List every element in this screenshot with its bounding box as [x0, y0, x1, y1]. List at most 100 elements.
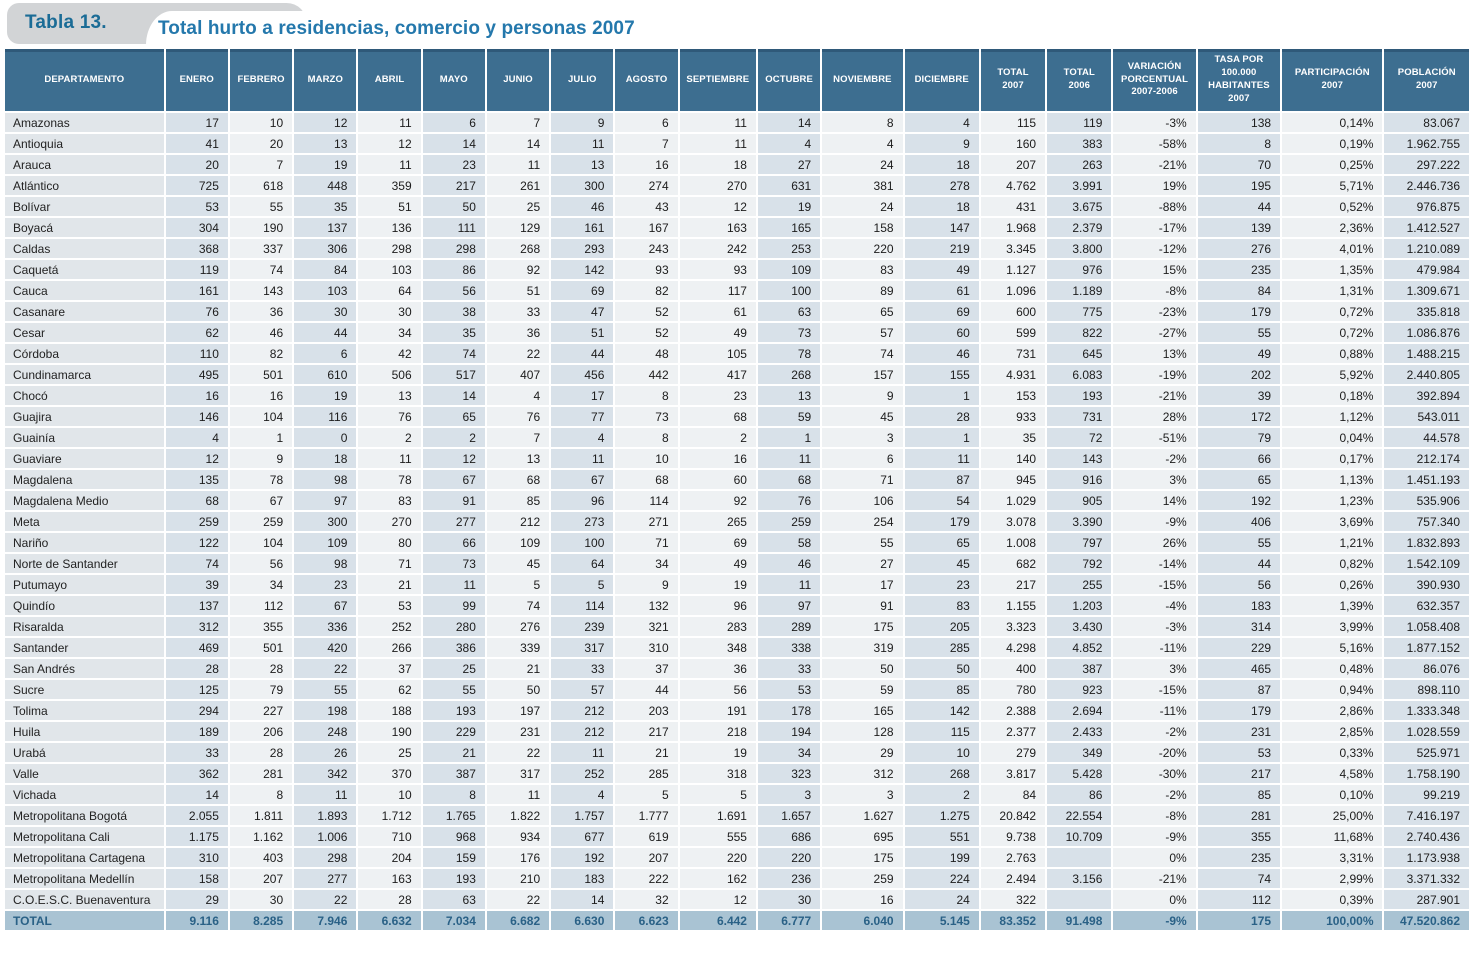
cell: 38	[422, 302, 485, 321]
cell: 265	[679, 512, 756, 531]
cell: 22	[294, 890, 357, 909]
cell: 176	[486, 848, 550, 867]
cell: 78	[229, 470, 293, 489]
cell: 53	[165, 197, 228, 216]
cell: 26	[294, 743, 357, 762]
cell: 259	[165, 512, 228, 531]
cell: 165	[757, 218, 821, 237]
cell: 74	[422, 344, 485, 363]
cell: 163	[358, 869, 421, 888]
cell: 9.738	[980, 827, 1046, 846]
cell: 97	[294, 491, 357, 510]
cell: 46	[757, 554, 821, 573]
cell: 2,99%	[1282, 869, 1383, 888]
cell: 775	[1047, 302, 1112, 321]
cell: 207	[980, 155, 1046, 174]
cell: 28%	[1113, 407, 1196, 426]
cell: 231	[486, 722, 550, 741]
table-row: Norte de Santander 74 56 98 71 73 45 64 34 49 46 27…	[5, 554, 1469, 573]
cell: 43	[615, 197, 678, 216]
cell: 175	[1197, 911, 1281, 930]
table-row: Córdoba 110 82 6 42 74 22 44 48 105 78 74 46 731 645 13…	[5, 344, 1469, 363]
cell: 407	[486, 365, 550, 384]
cell: -15%	[1113, 575, 1196, 594]
cell: 277	[294, 869, 357, 888]
data-table: DEPARTAMENTO ENERO FEBRERO MARZO ABRIL MAYO JU…	[3, 47, 1471, 932]
cell: 300	[294, 512, 357, 531]
table-row: Amazonas 17 10 12 11 6 7 9 6 11 14 8 4 115 119 -3% 138 0,…	[5, 113, 1469, 132]
cell: 1.811	[229, 806, 293, 825]
cell: 68	[486, 470, 550, 489]
cell: 276	[1197, 239, 1281, 258]
cell: 266	[358, 638, 421, 657]
cell: 239	[551, 617, 614, 636]
cell: 110	[165, 344, 228, 363]
cell: 217	[980, 575, 1046, 594]
department-name: Huila	[5, 722, 164, 741]
table-row: Cauca 161 143 103 64 56 51 69 82 117 100 89 61 1.096 1…	[5, 281, 1469, 300]
cell: 342	[294, 764, 357, 783]
cell: 41	[165, 134, 228, 153]
cell: 143	[229, 281, 293, 300]
cell: 167	[615, 218, 678, 237]
table-row: San Andrés 28 28 22 37 25 21 33 37 36 33 50 50 400 387…	[5, 659, 1469, 678]
cell: 137	[165, 596, 228, 615]
cell: 22	[486, 890, 550, 909]
cell: 1	[904, 386, 979, 405]
cell: 600	[980, 302, 1046, 321]
cell: 11	[294, 785, 357, 804]
cell: 231	[1197, 722, 1281, 741]
department-name: Metropolitana Cali	[5, 827, 164, 846]
cell: 7	[486, 113, 550, 132]
cell: 1,39%	[1282, 596, 1383, 615]
cell: 37	[615, 659, 678, 678]
cell: 0%	[1113, 848, 1196, 867]
cell: 3.991	[1047, 176, 1112, 195]
cell: 18	[294, 449, 357, 468]
cell: -2%	[1113, 722, 1196, 741]
cell: 212	[551, 701, 614, 720]
department-name: Córdoba	[5, 344, 164, 363]
column-header: AGOSTO	[615, 49, 678, 111]
cell: -2%	[1113, 785, 1196, 804]
cell: 132	[615, 596, 678, 615]
cell: 757.340	[1384, 512, 1469, 531]
cell: 29	[822, 743, 903, 762]
cell: 1.275	[904, 806, 979, 825]
cell: 4.852	[1047, 638, 1112, 657]
cell: 3,69%	[1282, 512, 1383, 531]
cell: 97	[757, 596, 821, 615]
cell: 5	[486, 575, 550, 594]
cell: 387	[422, 764, 485, 783]
cell: 56	[679, 680, 756, 699]
cell: 33	[757, 659, 821, 678]
cell: 162	[679, 869, 756, 888]
cell: 2.055	[165, 806, 228, 825]
cell: 194	[757, 722, 821, 741]
cell: 3.323	[980, 617, 1046, 636]
cell: 259	[229, 512, 293, 531]
cell: 306	[294, 239, 357, 258]
cell: 190	[229, 218, 293, 237]
cell: 9	[615, 575, 678, 594]
cell: 51	[486, 281, 550, 300]
cell: 11	[679, 134, 756, 153]
cell: 219	[904, 239, 979, 258]
cell: 27	[757, 155, 821, 174]
cell: 283	[679, 617, 756, 636]
cell: 93	[615, 260, 678, 279]
cell: 1.162	[229, 827, 293, 846]
cell: 137	[294, 218, 357, 237]
cell: 50	[822, 659, 903, 678]
cell: 525.971	[1384, 743, 1469, 762]
cell: 46	[551, 197, 614, 216]
cell: 11,68%	[1282, 827, 1383, 846]
department-name: Caldas	[5, 239, 164, 258]
cell: 115	[980, 113, 1046, 132]
cell: 317	[486, 764, 550, 783]
cell: 20	[165, 155, 228, 174]
cell: 224	[904, 869, 979, 888]
cell: 83.352	[980, 911, 1046, 930]
table-row: Huila 189 206 248 190 229 231 212 217 218 194 128 11…	[5, 722, 1469, 741]
cell: 53	[1197, 743, 1281, 762]
